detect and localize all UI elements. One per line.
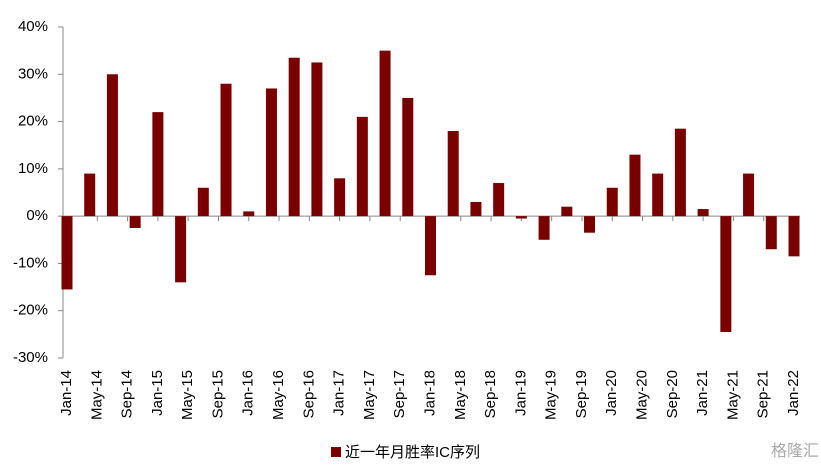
x-tick-label: Jan-22 [785, 370, 802, 416]
x-tick-label: May-18 [452, 370, 469, 420]
x-tick-label: Sep-14 [119, 370, 136, 418]
bar [311, 62, 323, 217]
bar [743, 173, 755, 217]
x-tick-label: Sep-19 [573, 370, 590, 418]
bar [720, 216, 732, 332]
bar [425, 216, 436, 276]
bar [697, 209, 709, 217]
bar [606, 187, 618, 217]
bar [470, 201, 482, 217]
bar [152, 112, 164, 217]
legend-label: 近一年月胜率IC序列 [345, 444, 480, 461]
x-tick-label: Sep-21 [755, 370, 772, 418]
x-tick-label: Jan-18 [421, 370, 438, 416]
y-tick-label: 30% [18, 65, 48, 82]
bar [561, 206, 573, 217]
bar [288, 57, 300, 217]
bar [674, 128, 686, 217]
y-tick-label: 10% [18, 160, 48, 177]
y-tick-label: -10% [13, 254, 48, 271]
bar [334, 178, 346, 217]
bar [220, 83, 232, 217]
x-tick-label: Jan-17 [331, 370, 348, 416]
bar [515, 216, 527, 219]
bar [447, 131, 459, 217]
bar [106, 74, 118, 217]
y-tick-label: 40% [18, 18, 48, 35]
bar [402, 97, 414, 217]
x-tick-label: Sep-15 [209, 370, 226, 418]
x-tick-label: May-19 [543, 370, 560, 420]
x-tick-label: Sep-20 [664, 370, 681, 418]
bar [197, 187, 209, 217]
x-tick-label: Jan-20 [603, 370, 620, 416]
watermark: 格隆汇 [771, 442, 819, 460]
legend-swatch [331, 447, 341, 457]
x-tick-label: May-17 [361, 370, 378, 420]
bar [356, 116, 368, 217]
bar [652, 173, 664, 217]
x-tick-label: May-15 [179, 370, 196, 420]
bar [584, 216, 596, 233]
x-tick-label: Jan-15 [149, 370, 166, 416]
x-tick-label: Jan-16 [240, 370, 257, 416]
x-tick-label: May-16 [270, 370, 287, 420]
x-tick-label: Jan-21 [694, 370, 711, 416]
bar [629, 154, 641, 217]
x-tick-label: May-21 [724, 370, 741, 420]
bar [493, 183, 505, 217]
x-tick-label: Jan-14 [58, 370, 75, 416]
x-tick-label: May-14 [88, 370, 105, 420]
x-tick-label: Sep-17 [391, 370, 408, 418]
y-tick-label: 0% [26, 207, 48, 224]
bar [538, 216, 550, 240]
y-tick-label: -30% [13, 349, 48, 366]
bar [61, 216, 73, 290]
y-tick-label: 20% [18, 113, 48, 130]
bar [175, 216, 187, 283]
x-tick-label: Jan-19 [512, 370, 529, 416]
bar [265, 88, 277, 217]
x-tick-label: Sep-16 [300, 370, 317, 418]
bar [243, 211, 255, 217]
x-tick-label: Sep-18 [482, 370, 499, 418]
bar [765, 216, 777, 250]
y-tick-label: -20% [13, 302, 48, 319]
bar [379, 50, 391, 217]
x-tick-label: May-20 [634, 370, 651, 420]
bar [788, 216, 800, 257]
bar [84, 173, 96, 217]
bar [129, 216, 141, 228]
